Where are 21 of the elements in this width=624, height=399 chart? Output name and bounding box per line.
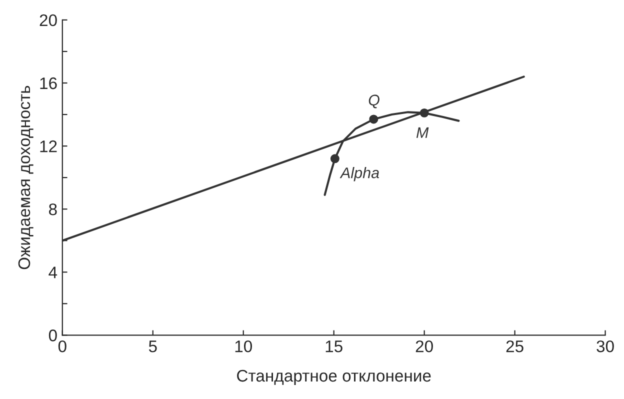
y-tick-label: 12 bbox=[40, 140, 57, 152]
point bbox=[330, 154, 340, 164]
x-tick-label: 30 bbox=[596, 340, 614, 352]
y-tick-label: 16 bbox=[40, 77, 57, 90]
y-tick-label: 0 bbox=[48, 330, 57, 342]
x-axis-title: Стандартное отклонение bbox=[237, 370, 431, 385]
x-tick-label: 0 bbox=[58, 340, 66, 352]
x-tick-label: 20 bbox=[416, 340, 433, 352]
x-tick-label: 25 bbox=[506, 340, 524, 352]
annotation: M bbox=[416, 127, 429, 138]
annotation: Alpha bbox=[340, 167, 380, 182]
point bbox=[369, 114, 378, 124]
x-tick-label: 15 bbox=[326, 340, 342, 352]
y-axis-title: Ожидаемая доходность bbox=[18, 86, 34, 270]
y-tick-label: 8 bbox=[48, 203, 57, 216]
annotation: Q bbox=[368, 94, 380, 108]
point bbox=[420, 108, 429, 118]
x-tick-label: 5 bbox=[148, 340, 157, 352]
y-tick-label: 4 bbox=[48, 266, 58, 278]
y-tick-label: 20 bbox=[40, 14, 57, 26]
x-tick-label: 10 bbox=[235, 340, 252, 352]
